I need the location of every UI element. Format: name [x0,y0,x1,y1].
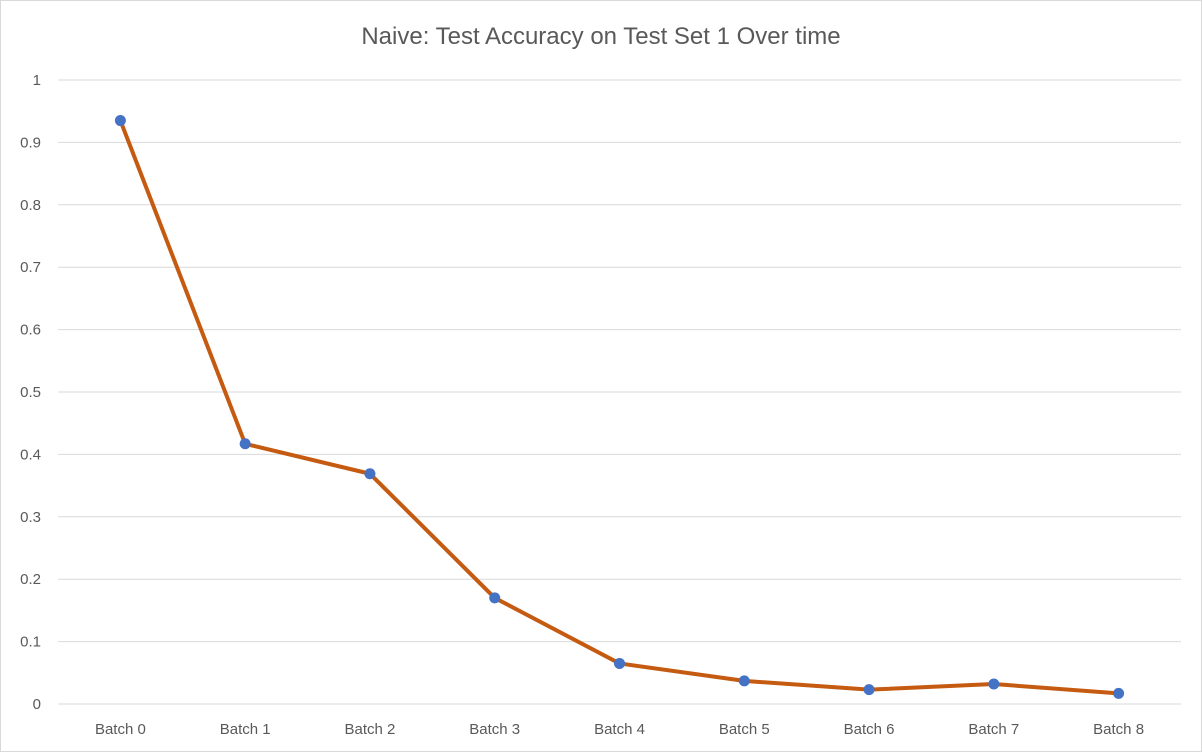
y-tick-label: 0.6 [20,322,41,339]
y-tick-label: 1 [33,72,41,89]
x-tick-label: Batch 4 [594,721,645,738]
data-point [988,678,1000,690]
x-tick-label: Batch 3 [469,721,520,738]
series-layer [118,118,1121,696]
markers-layer [114,115,1125,699]
y-tick-label: 0.4 [20,446,41,463]
data-point [489,592,501,604]
x-tick-label: Batch 2 [345,721,396,738]
x-tick-label: Batch 6 [844,721,895,738]
y-tick-label: 0.2 [20,571,41,588]
y-tick-label: 0.9 [20,134,41,151]
y-tick-label: 0.8 [20,197,41,214]
data-point [364,468,376,480]
data-point [738,675,750,687]
data-point [863,684,875,696]
chart-title: Naive: Test Accuracy on Test Set 1 Over … [361,23,841,50]
data-point [114,115,126,127]
y-tick-label: 0.3 [20,509,41,526]
data-point [614,657,625,669]
y-tick-label: 0.1 [20,634,41,651]
x-tick-label: Batch 0 [95,721,146,738]
x-tick-label: Batch 1 [220,721,271,738]
y-tick-label: 0.7 [20,259,41,276]
y-tick-label: 0 [33,696,41,713]
series-line [118,118,1121,696]
x-tick-label: Batch 7 [968,721,1019,738]
x-tick-label: Batch 5 [719,721,770,738]
y-tick-label: 0.5 [20,384,41,401]
x-tick-label: Batch 8 [1093,721,1144,738]
gridlines [58,79,1181,705]
data-point [239,438,251,450]
x-axis-ticks: Batch 0 Batch 1 Batch 2 Batch 3 Batch 4 Batch… [95,721,1144,738]
y-axis-ticks: 0 0.1 0.2 0.3 0.4 0.5 0.6 0.7 0.8 0.9 1 [20,72,41,713]
data-point [1113,687,1125,699]
